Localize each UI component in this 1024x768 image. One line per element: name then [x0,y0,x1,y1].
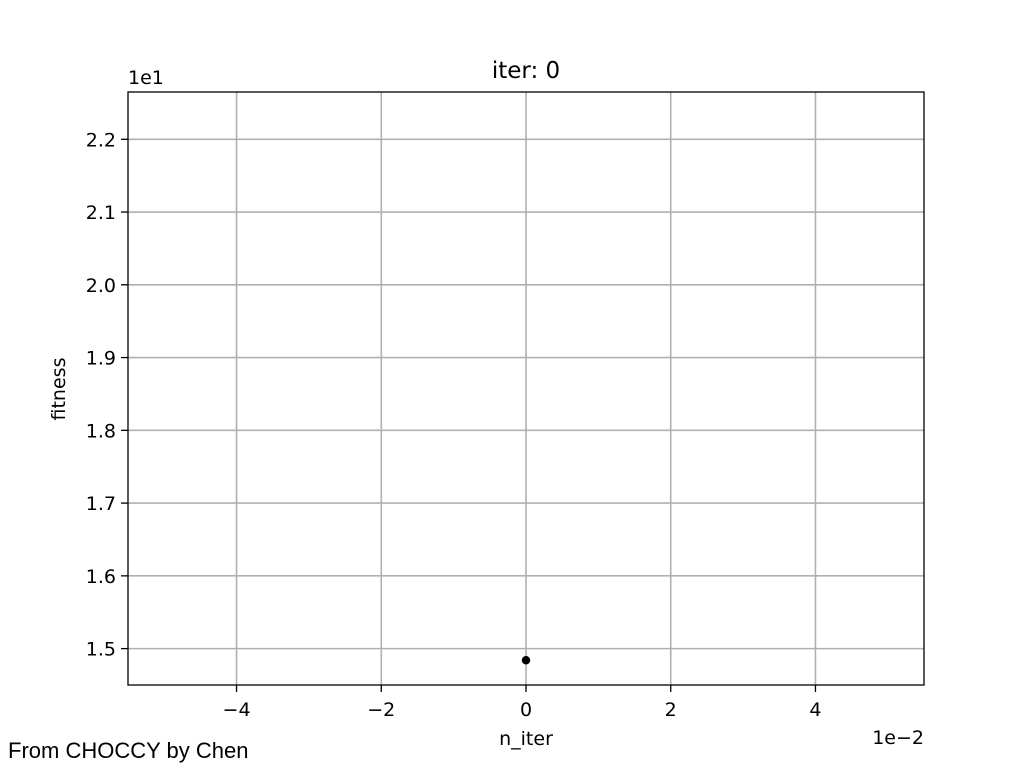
x-tick-label: 2 [665,699,677,721]
y-tick-label: 1.9 [86,348,116,370]
y-tick-label: 2.2 [86,129,116,151]
scatter-point [521,656,531,665]
y-tick-label: 1.7 [86,493,116,515]
x-tick-label: −2 [367,699,395,721]
y-axis-label: fitness [48,358,70,421]
y-tick-label: 2.1 [86,202,116,224]
axis-ticks: −4 −2 0 2 4 1.5 1.6 1.7 1.8 1.9 2.0 2.1 2.2 [86,129,822,721]
y-offset-label: 1e1 [128,67,164,89]
data-points [521,656,531,665]
x-axis-label: n_iter [499,728,553,750]
credit-caption: From CHOCCY by Chen [8,738,249,763]
y-tick-label: 1.5 [86,639,116,661]
grid-lines [128,92,924,685]
y-tick-label: 1.8 [86,420,116,442]
y-tick-label: 1.6 [86,566,116,588]
y-tick-label: 2.0 [86,275,116,297]
x-tick-label: 0 [520,699,532,721]
x-tick-label: −4 [223,699,251,721]
chart-title: iter: 0 [492,58,560,84]
x-offset-label: 1e−2 [872,727,924,749]
x-tick-label: 4 [809,699,821,721]
